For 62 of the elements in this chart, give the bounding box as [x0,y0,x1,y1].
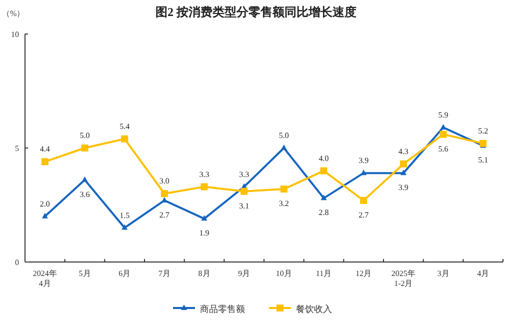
x-tick-label: 9月 [238,269,250,278]
data-label: 3.9 [358,156,369,166]
data-label: 5.6 [438,144,448,154]
point [280,186,288,193]
data-label: 3.3 [239,170,250,179]
data-label: 2.7 [358,210,369,220]
data-label: 5.9 [438,110,448,120]
data-label: 1.5 [120,210,130,220]
point [400,160,407,168]
point [200,183,208,190]
point [280,144,287,150]
point [121,135,128,142]
data-label: 3.6 [80,190,90,199]
data-label: 3.3 [199,170,210,179]
data-label: 5.1 [478,156,488,165]
data-label: 1.9 [199,228,210,238]
x-tick-label: 4月 [477,269,490,278]
x-tick-label: 7月 [158,269,170,278]
data-label: 2.7 [159,210,170,220]
point [240,188,248,195]
x-tick-label: 6月 [118,269,131,278]
data-label: 5.0 [80,131,90,140]
legend-label: 餐饮收入 [296,304,332,314]
point [400,170,406,176]
point [82,176,88,182]
data-label: 5.4 [120,122,130,131]
x-tick-label: 11月 [316,269,332,278]
point [42,212,48,218]
data-label: 5.2 [478,126,488,136]
point [480,140,487,147]
point [201,215,208,221]
data-label: 2.8 [318,208,329,218]
y-axis-title: （%） [2,9,25,18]
point [81,144,88,152]
data-label: 3.0 [159,176,170,186]
x-tick-label: 2025年 1-2月 [391,269,416,288]
x-tick-label: 5月 [78,269,91,278]
point [320,194,327,200]
point [320,167,328,174]
y-tick-label: 0 [15,258,19,267]
x-tick-label: 10月 [276,269,292,278]
point [160,190,168,198]
data-label: 3.2 [278,199,289,208]
data-label: 4.4 [40,144,50,154]
point [440,130,447,138]
y-tick-label: 5 [15,144,19,153]
data-label: 4.0 [318,154,329,163]
x-tick-label: 12月 [356,269,372,278]
data-label: 3.9 [398,183,408,192]
chart-title: 图2 按消费类型分零售额同比增长速度 [156,5,356,19]
x-tick-label: 8月 [198,269,210,278]
x-tick-label: 2024年 4月 [32,269,57,288]
y-tick-label: 10 [11,30,19,39]
point [360,196,368,204]
data-label: 5.0 [278,131,289,140]
x-tick-label: 3月 [437,269,450,278]
data-label: 2.0 [40,199,50,208]
legend-label: 商品零售额 [200,304,245,314]
data-label: 3.1 [239,201,250,210]
point [122,224,128,230]
point [41,158,48,166]
data-label: 4.3 [398,146,408,156]
